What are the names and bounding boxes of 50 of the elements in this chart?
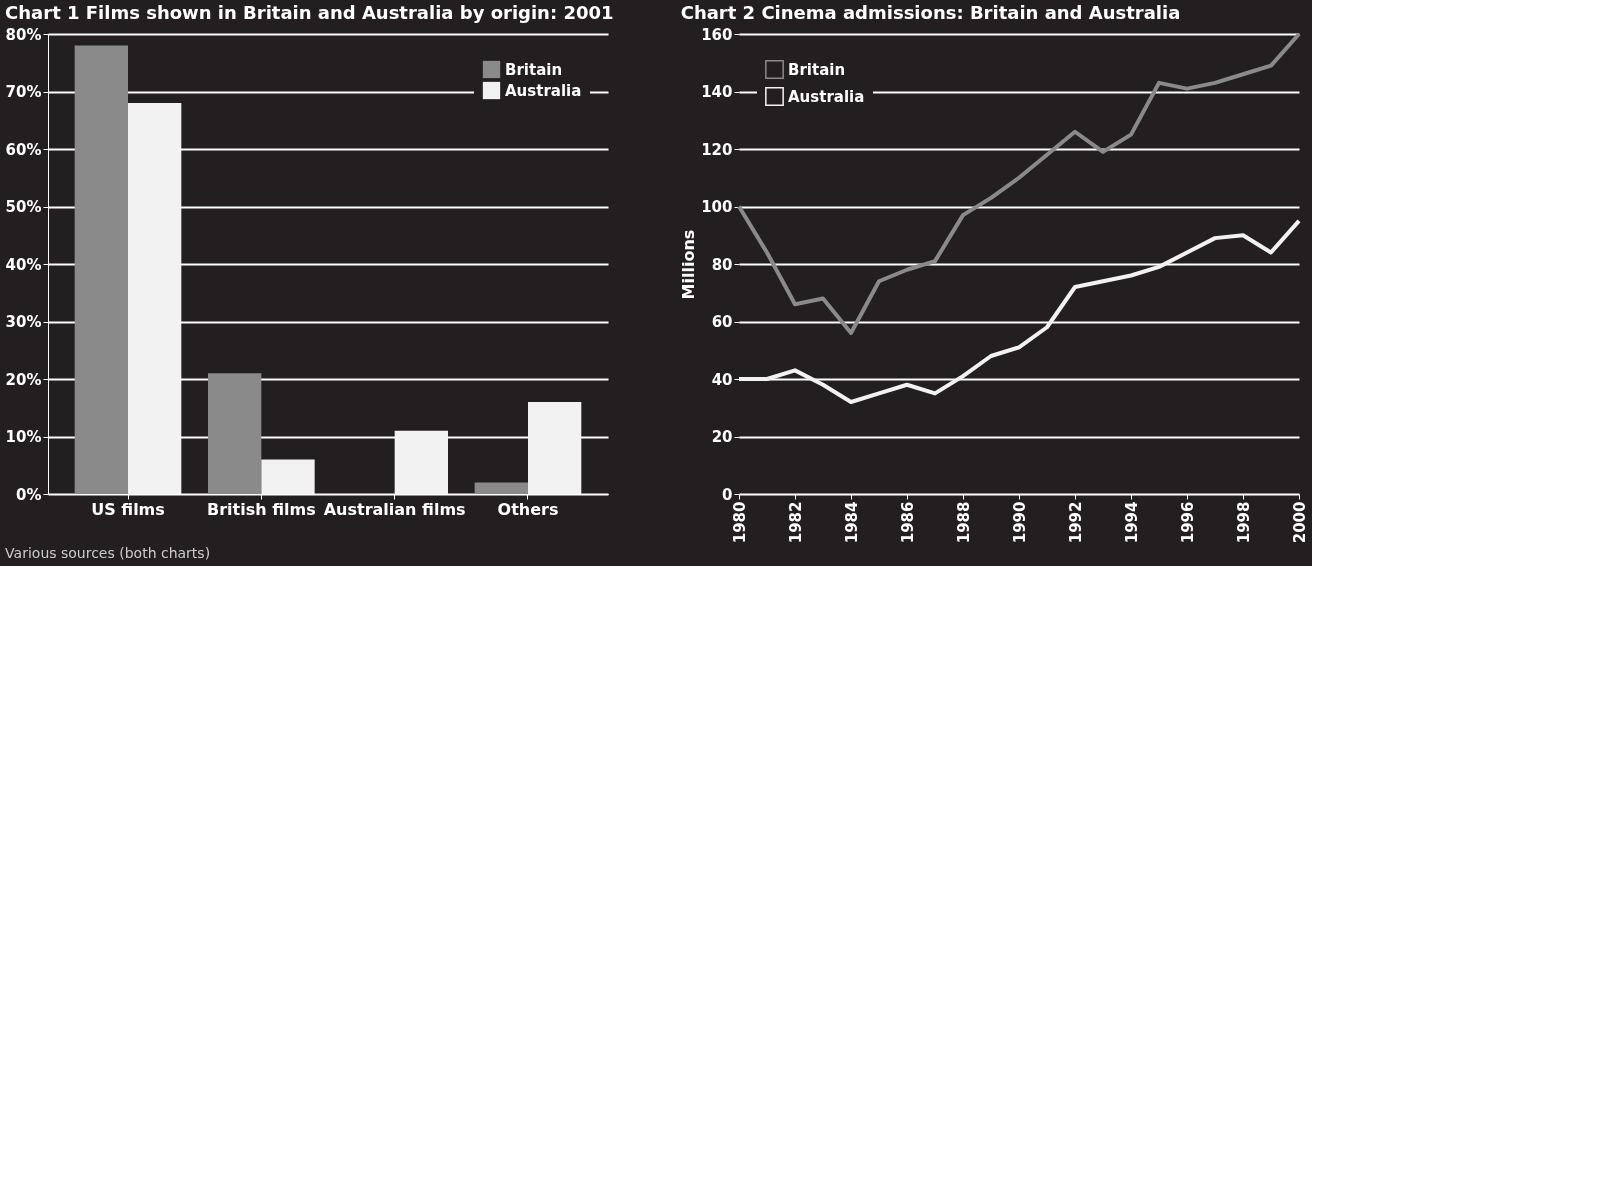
- y-tick-label: 120: [701, 140, 733, 159]
- x-tick-label: US films: [91, 499, 165, 519]
- x-tick-label: 1998: [1234, 501, 1253, 544]
- bar: [128, 103, 182, 494]
- y-tick-label: 30%: [5, 313, 42, 331]
- y-tick-label: 60: [711, 313, 733, 331]
- text: Various sources (both charts): [5, 544, 211, 561]
- legend-label: Australia: [788, 87, 865, 106]
- y-tick-label: 40%: [5, 255, 42, 274]
- y-tick-label: 80: [711, 255, 733, 274]
- chart-title: Chart 2 Cinema admissions: Britain and Australia: [680, 2, 1181, 23]
- x-tick-label: British films: [206, 499, 316, 519]
- line-series: [737, 32, 1301, 335]
- y-tick-label: 20: [711, 428, 733, 446]
- y-tick-label: 50%: [5, 198, 42, 216]
- x-tick-label: Others: [497, 499, 559, 519]
- x-tick-label: 1980: [730, 501, 749, 544]
- bar: [474, 482, 528, 494]
- x-tick-label: 2000: [1290, 501, 1309, 544]
- chart-title: Chart 1 Films shown in Britain and Australia by origin: 2001: [5, 2, 614, 23]
- y-tick-label: 70%: [5, 83, 42, 101]
- x-tick-label: 1982: [786, 501, 805, 544]
- y-tick-label: 160: [701, 25, 733, 44]
- x-tick-label: 1986: [898, 501, 917, 544]
- x-tick-label: Australian films: [323, 499, 466, 519]
- legend-label: Britain: [505, 60, 563, 79]
- y-axis-title: Millions: [679, 229, 699, 300]
- bar: [261, 459, 315, 494]
- legend-label: Australia: [505, 81, 582, 100]
- y-tick-label: 0: [722, 485, 733, 504]
- y-tick-label: 10%: [5, 428, 42, 446]
- x-tick-label: 1988: [954, 501, 973, 544]
- legend-label: Britain: [788, 60, 846, 79]
- bar: [528, 402, 582, 494]
- x-tick-label: 1992: [1066, 501, 1085, 544]
- line-series: [737, 218, 1301, 404]
- x-tick-label: 1996: [1178, 501, 1197, 544]
- x-tick-label: 1990: [1010, 501, 1029, 544]
- y-tick-label: 0%: [16, 485, 42, 504]
- bar: [208, 373, 262, 494]
- y-tick-label: 40: [711, 370, 733, 389]
- y-tick-label: 20%: [5, 370, 42, 389]
- y-tick-label: 60%: [5, 140, 42, 159]
- y-tick-label: 100: [701, 198, 733, 216]
- bar: [74, 45, 128, 494]
- x-tick-label: 1994: [1122, 501, 1141, 544]
- x-tick-label: 1984: [842, 501, 861, 544]
- y-tick-label: 80%: [5, 25, 42, 44]
- bar: [394, 430, 448, 494]
- y-tick-label: 140: [701, 83, 733, 101]
